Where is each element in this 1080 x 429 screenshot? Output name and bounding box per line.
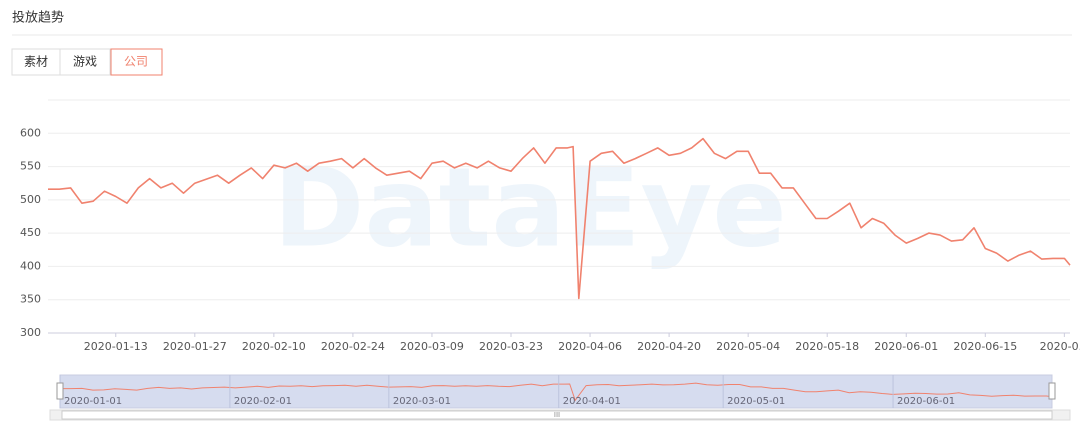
x-tick-label: 2020-02-24 xyxy=(321,340,385,353)
tab-box[interactable] xyxy=(59,48,111,76)
x-tick-label: 2020-0... xyxy=(1040,340,1080,353)
x-tick-label: 2020-04-06 xyxy=(558,340,622,353)
scroll-grip: III xyxy=(554,411,560,419)
y-tick-label: 300 xyxy=(20,326,41,339)
y-tick-label: 550 xyxy=(20,160,41,173)
y-tick-label: 500 xyxy=(20,193,41,206)
zoom-label: 2020-06-01 xyxy=(897,396,955,407)
x-tick-label: 2020-05-18 xyxy=(795,340,859,353)
zoom-label: 2020-03-01 xyxy=(393,396,451,407)
x-tick-label: 2020-03-09 xyxy=(400,340,464,353)
watermark: DataEye xyxy=(273,143,787,271)
zoom-handle xyxy=(56,382,64,400)
tab[interactable]: 素材 xyxy=(24,55,48,69)
zoom-label: 2020-02-01 xyxy=(234,396,292,407)
y-tick-label: 350 xyxy=(20,293,41,306)
tab-active[interactable]: 公司 xyxy=(124,55,148,69)
scroll-thumb xyxy=(61,410,1053,420)
y-tick-label: 450 xyxy=(20,226,41,239)
tab-box-active[interactable] xyxy=(110,48,163,76)
x-tick-label: 2020-04-20 xyxy=(637,340,701,353)
section-title: 投放趋势 xyxy=(12,10,64,26)
x-tick-label: 2020-05-04 xyxy=(716,340,780,353)
x-tick-label: 2020-06-01 xyxy=(874,340,938,353)
x-tick-label: 2020-02-10 xyxy=(242,340,306,353)
x-tick-label: 2020-01-27 xyxy=(163,340,227,353)
tab[interactable]: 游戏 xyxy=(73,55,97,69)
x-tick-label: 2020-06-15 xyxy=(953,340,1017,353)
zoom-track xyxy=(59,374,1053,409)
y-tick-label: 400 xyxy=(20,259,41,272)
y-tick-label: 600 xyxy=(20,126,41,139)
zoom-label: 2020-05-01 xyxy=(727,396,785,407)
zoom-label: 2020-01-01 xyxy=(64,396,122,407)
line xyxy=(48,137,1071,300)
zoom-handle xyxy=(1048,382,1056,400)
x-tick-label: 2020-01-13 xyxy=(84,340,148,353)
zoom-label: 2020-04-01 xyxy=(563,396,621,407)
x-tick-label: 2020-03-23 xyxy=(479,340,543,353)
zoom-line xyxy=(60,382,1053,402)
